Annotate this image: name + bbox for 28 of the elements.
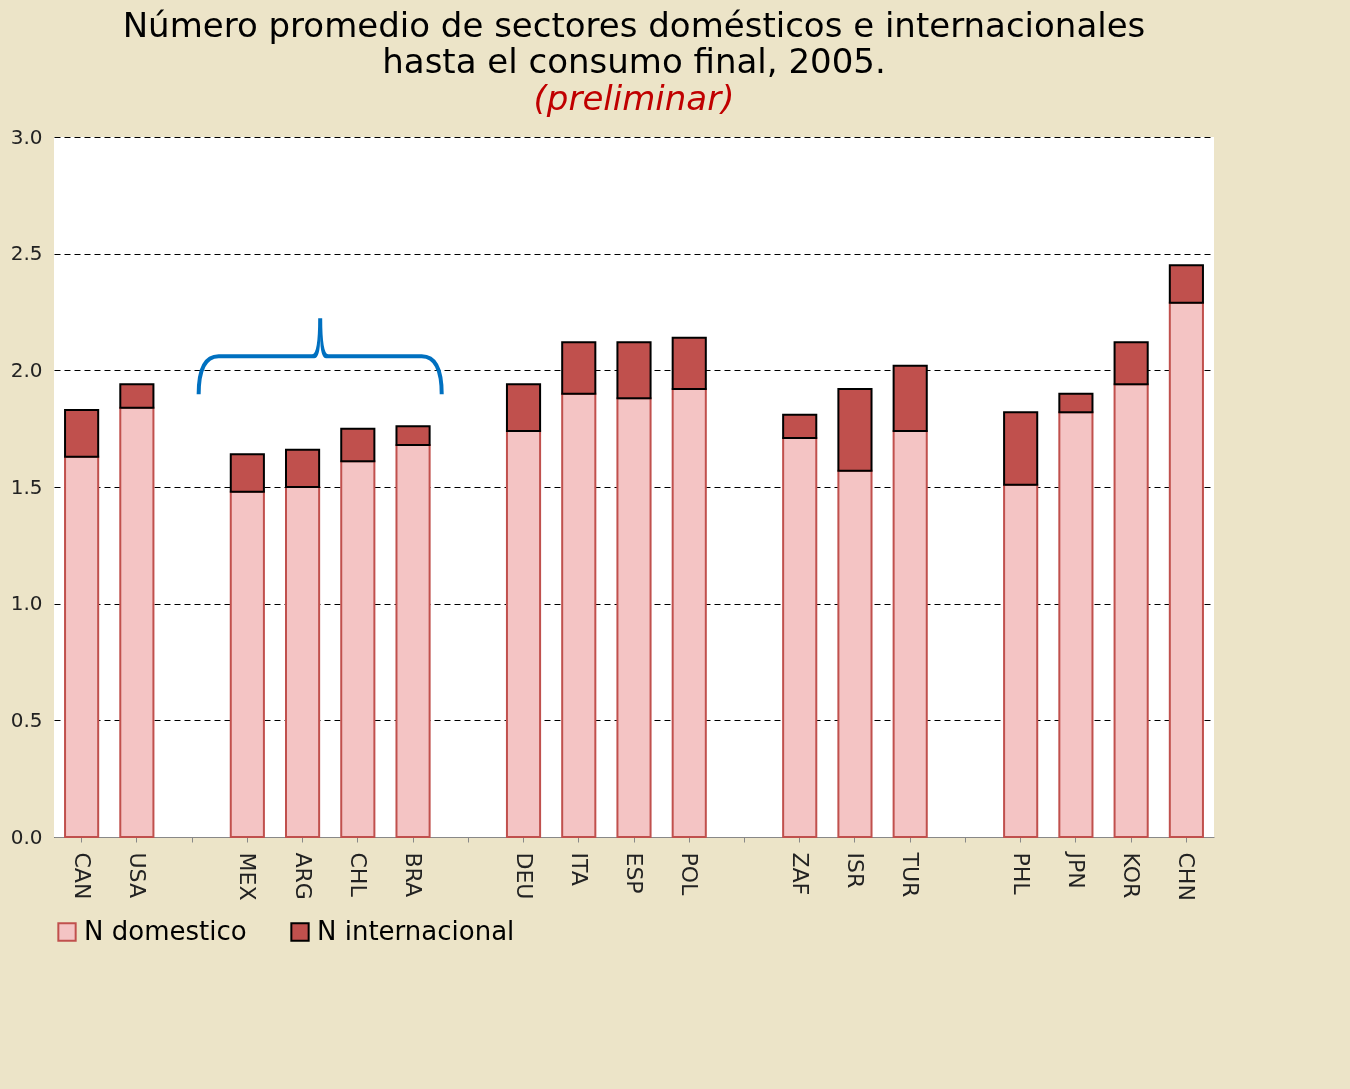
y-tick-label: 0.0	[10, 824, 43, 849]
x-tick-label: ISR	[842, 852, 868, 889]
chart-title: Número promedio de sectores domésticos e internacionales hasta el consumo final, 2005.	[122, 5, 1146, 81]
x-tick-label: KOR	[1119, 852, 1145, 899]
x-tick-label: CAN	[69, 852, 95, 900]
y-tick-label: 2.0	[10, 357, 43, 382]
x-tick-label: CHL	[345, 852, 371, 898]
text: (preliminar)	[533, 78, 735, 118]
x-tick-label: ARG	[290, 852, 316, 900]
y-tick-label: 0.5	[10, 707, 43, 732]
x-tick-label: POL	[677, 852, 703, 897]
x-tick-label: CHN	[1174, 852, 1200, 901]
x-tick-label: PHL	[1008, 852, 1034, 896]
legend-label: N internacional	[317, 916, 515, 946]
y-tick-label: 3.0	[10, 124, 43, 149]
legend-label: N domestico	[84, 916, 247, 946]
x-tick-label: ZAF	[787, 852, 813, 896]
x-tick-label: USA	[124, 852, 150, 899]
x-tick-label: DEU	[511, 852, 537, 900]
x-tick-label: ITA	[566, 852, 592, 886]
x-tick-label: MEX	[235, 852, 261, 901]
y-tick-label: 2.5	[10, 241, 43, 266]
x-tick-label: JPN	[1063, 850, 1089, 889]
y-tick-label: 1.5	[10, 474, 43, 499]
y-tick-label: 1.0	[10, 591, 43, 616]
x-tick-label: TUR	[898, 851, 924, 898]
x-tick-label: BRA	[401, 852, 427, 898]
x-tick-label: ESP	[622, 852, 647, 894]
